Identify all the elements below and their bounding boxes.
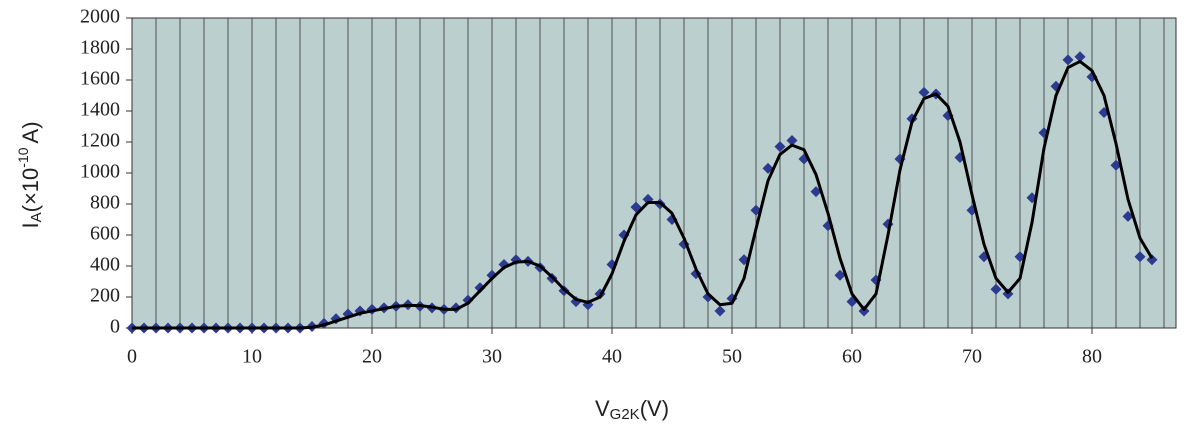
data-point: [1062, 54, 1074, 66]
y-axis-label: IA(×10-10 A): [15, 121, 45, 228]
x-axis-label: VG2K(V): [595, 396, 669, 423]
data-point: [714, 305, 726, 317]
data-point: [990, 283, 1002, 295]
x-label-unit: (V): [640, 396, 669, 421]
y-tick-label: 400: [90, 254, 120, 276]
x-tick-label: 0: [127, 346, 137, 368]
data-point: [810, 186, 822, 198]
y-tick-label: 200: [90, 285, 120, 307]
y-tick-label: 800: [90, 192, 120, 214]
y-tick-label: 1000: [80, 161, 120, 183]
y-label-sub: A: [28, 212, 45, 222]
y-label-main: I: [18, 222, 43, 228]
x-tick-label: 50: [722, 346, 742, 368]
y-label-unit: (×10: [18, 168, 43, 213]
y-label-end: A): [18, 121, 43, 143]
data-point: [474, 282, 486, 294]
x-tick-label: 60: [842, 346, 862, 368]
y-tick-label: 1400: [80, 99, 120, 121]
x-tick-label: 70: [962, 346, 982, 368]
x-tick-label: 80: [1082, 346, 1102, 368]
data-point: [786, 134, 798, 146]
y-tick-label: 0: [110, 316, 120, 338]
data-point: [774, 141, 786, 153]
data-point: [702, 291, 714, 303]
y-tick-label: 1200: [80, 130, 120, 152]
fit-line: [132, 59, 1154, 330]
x-label-sub: G2K: [610, 406, 640, 423]
x-tick-label: 20: [362, 346, 382, 368]
x-tick-label: 30: [482, 346, 502, 368]
data-point: [1146, 254, 1158, 266]
data-point: [486, 269, 498, 281]
plot-area: [131, 17, 1177, 329]
y-tick-label: 600: [90, 223, 120, 245]
data-point: [1074, 51, 1086, 63]
data-point: [918, 86, 930, 98]
data-point: [462, 294, 474, 306]
x-tick-label: 40: [602, 346, 622, 368]
y-tick-label: 1600: [80, 68, 120, 90]
y-label-sup: -10: [15, 147, 31, 167]
data-point: [1122, 210, 1134, 222]
data-point: [630, 201, 642, 213]
x-tick-label: 10: [242, 346, 262, 368]
data-point: [834, 269, 846, 281]
data-point: [1134, 251, 1146, 263]
data-point: [978, 251, 990, 263]
y-tick-label: 1800: [80, 37, 120, 59]
y-tick-label: 2000: [80, 6, 120, 28]
x-label-main: V: [595, 396, 610, 421]
